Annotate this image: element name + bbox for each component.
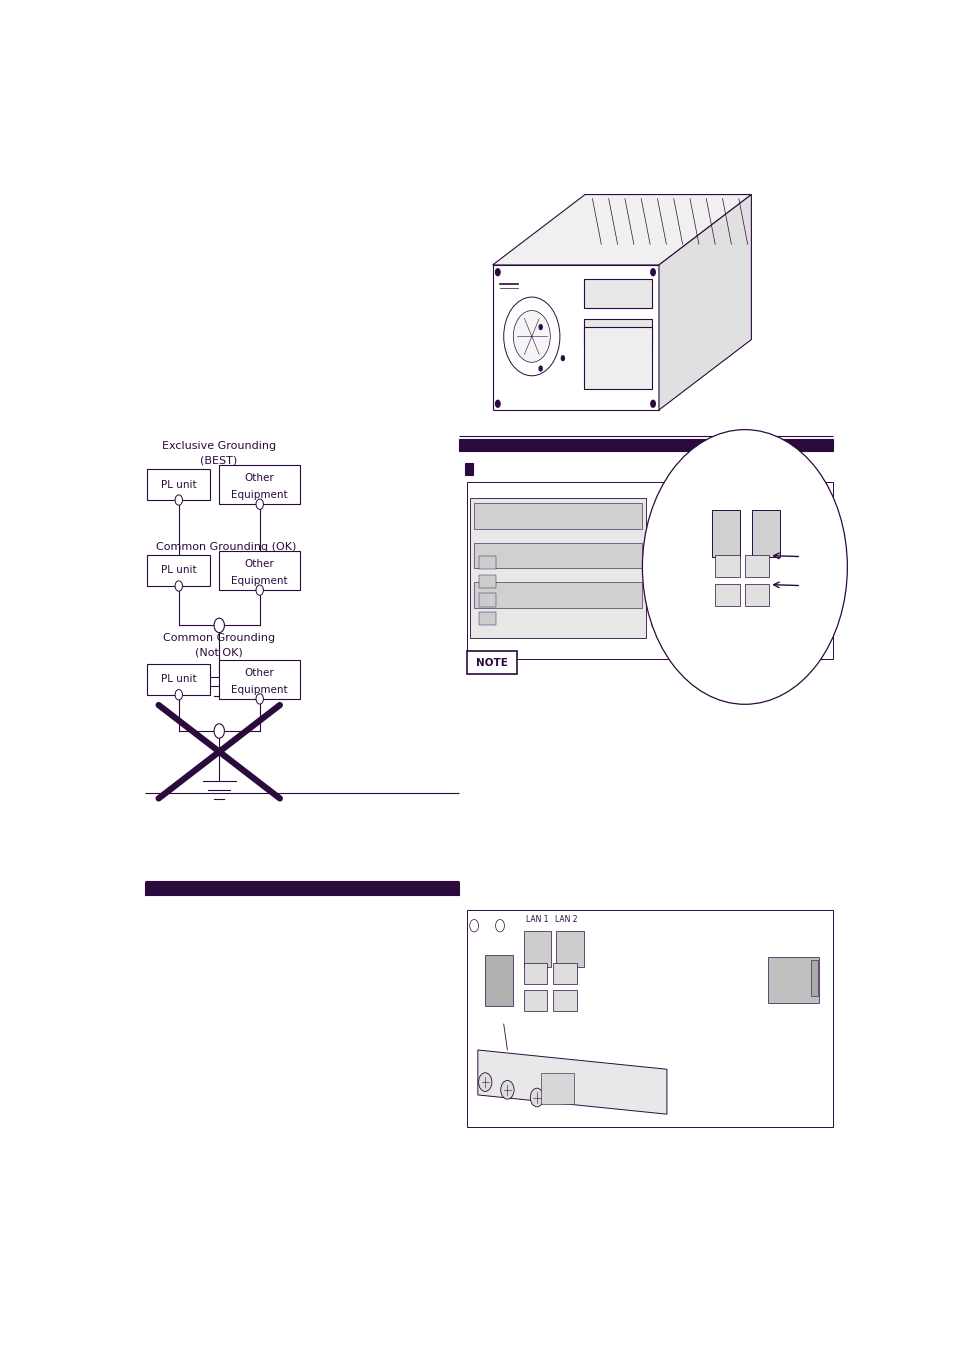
Text: Common Grounding: Common Grounding — [163, 632, 274, 643]
Bar — [668, 539, 680, 568]
Bar — [540, 1073, 574, 1104]
Circle shape — [500, 1080, 514, 1099]
Circle shape — [495, 268, 500, 276]
Text: 2: 2 — [706, 564, 711, 569]
Bar — [474, 542, 641, 569]
Circle shape — [469, 920, 478, 932]
Bar — [711, 510, 739, 557]
Bar — [147, 555, 210, 586]
Bar — [556, 931, 583, 967]
Circle shape — [255, 694, 263, 703]
Bar — [147, 663, 210, 695]
Text: Other: Other — [245, 560, 274, 569]
Bar — [470, 498, 645, 638]
Text: (Not OK): (Not OK) — [195, 647, 243, 658]
Circle shape — [530, 1088, 543, 1107]
Bar — [219, 551, 300, 590]
Bar — [583, 319, 651, 348]
Polygon shape — [477, 1050, 666, 1114]
Circle shape — [537, 366, 542, 371]
Bar — [767, 956, 818, 1003]
Bar — [553, 990, 577, 1010]
Bar — [459, 438, 832, 452]
Circle shape — [649, 268, 656, 276]
Bar — [715, 584, 739, 607]
Text: PL unit: PL unit — [161, 565, 196, 576]
Bar — [478, 574, 495, 588]
Circle shape — [560, 355, 564, 362]
Bar — [553, 963, 577, 983]
Bar — [219, 465, 300, 504]
Bar — [744, 584, 768, 607]
Polygon shape — [659, 195, 751, 410]
Text: PL unit: PL unit — [161, 674, 196, 685]
Circle shape — [213, 619, 224, 632]
Text: RS: RS — [789, 978, 797, 983]
Bar — [466, 483, 832, 659]
Text: 4: 4 — [766, 564, 771, 569]
Bar — [478, 593, 495, 607]
Text: Equipment: Equipment — [232, 685, 288, 694]
Text: 3: 3 — [766, 592, 771, 599]
Text: Common Grounding (OK): Common Grounding (OK) — [156, 542, 296, 551]
Text: 1: 1 — [706, 592, 711, 599]
Text: Equipment: Equipment — [232, 490, 288, 500]
Text: USB: USB — [733, 650, 747, 655]
Circle shape — [213, 724, 224, 738]
Circle shape — [503, 297, 559, 375]
Text: LAN 2: LAN 2 — [555, 915, 578, 924]
Bar — [219, 659, 300, 699]
Circle shape — [255, 585, 263, 596]
Circle shape — [175, 690, 182, 699]
Bar — [478, 555, 495, 569]
Bar — [474, 582, 641, 608]
Circle shape — [175, 581, 182, 592]
Text: LAN 1: LAN 1 — [525, 915, 548, 924]
Bar — [651, 539, 664, 568]
Circle shape — [537, 324, 542, 331]
Polygon shape — [492, 195, 751, 265]
Bar — [523, 990, 547, 1010]
Polygon shape — [492, 265, 659, 410]
Bar — [485, 955, 513, 1006]
Circle shape — [175, 495, 182, 506]
Circle shape — [495, 920, 504, 932]
Bar — [583, 327, 651, 389]
Text: DVI-I: DVI-I — [491, 978, 506, 983]
Text: PL unit: PL unit — [161, 480, 196, 490]
Bar — [478, 612, 495, 625]
Bar — [466, 911, 832, 1127]
Ellipse shape — [641, 429, 846, 705]
Text: Other: Other — [245, 473, 274, 483]
Bar — [752, 510, 780, 557]
Bar — [465, 463, 473, 475]
Bar — [715, 554, 739, 577]
Text: Exclusive Grounding: Exclusive Grounding — [162, 441, 275, 451]
Bar — [651, 586, 664, 628]
Bar — [523, 963, 547, 983]
Text: NOTE: NOTE — [476, 658, 507, 667]
Circle shape — [255, 499, 263, 510]
Circle shape — [513, 311, 550, 362]
Circle shape — [495, 399, 500, 408]
Bar — [466, 651, 517, 674]
Text: (BEST): (BEST) — [200, 456, 237, 465]
Circle shape — [649, 399, 656, 408]
Bar — [583, 280, 651, 308]
Bar — [744, 554, 768, 577]
Bar — [810, 960, 817, 997]
Text: LAN2: LAN2 — [754, 475, 774, 483]
Circle shape — [478, 1073, 492, 1091]
Text: Other: Other — [245, 668, 274, 678]
Text: LAN1: LAN1 — [708, 475, 728, 483]
Text: Equipment: Equipment — [232, 576, 288, 586]
Bar — [523, 931, 551, 967]
Bar — [474, 503, 641, 529]
Bar — [145, 882, 459, 894]
Bar — [147, 469, 210, 500]
